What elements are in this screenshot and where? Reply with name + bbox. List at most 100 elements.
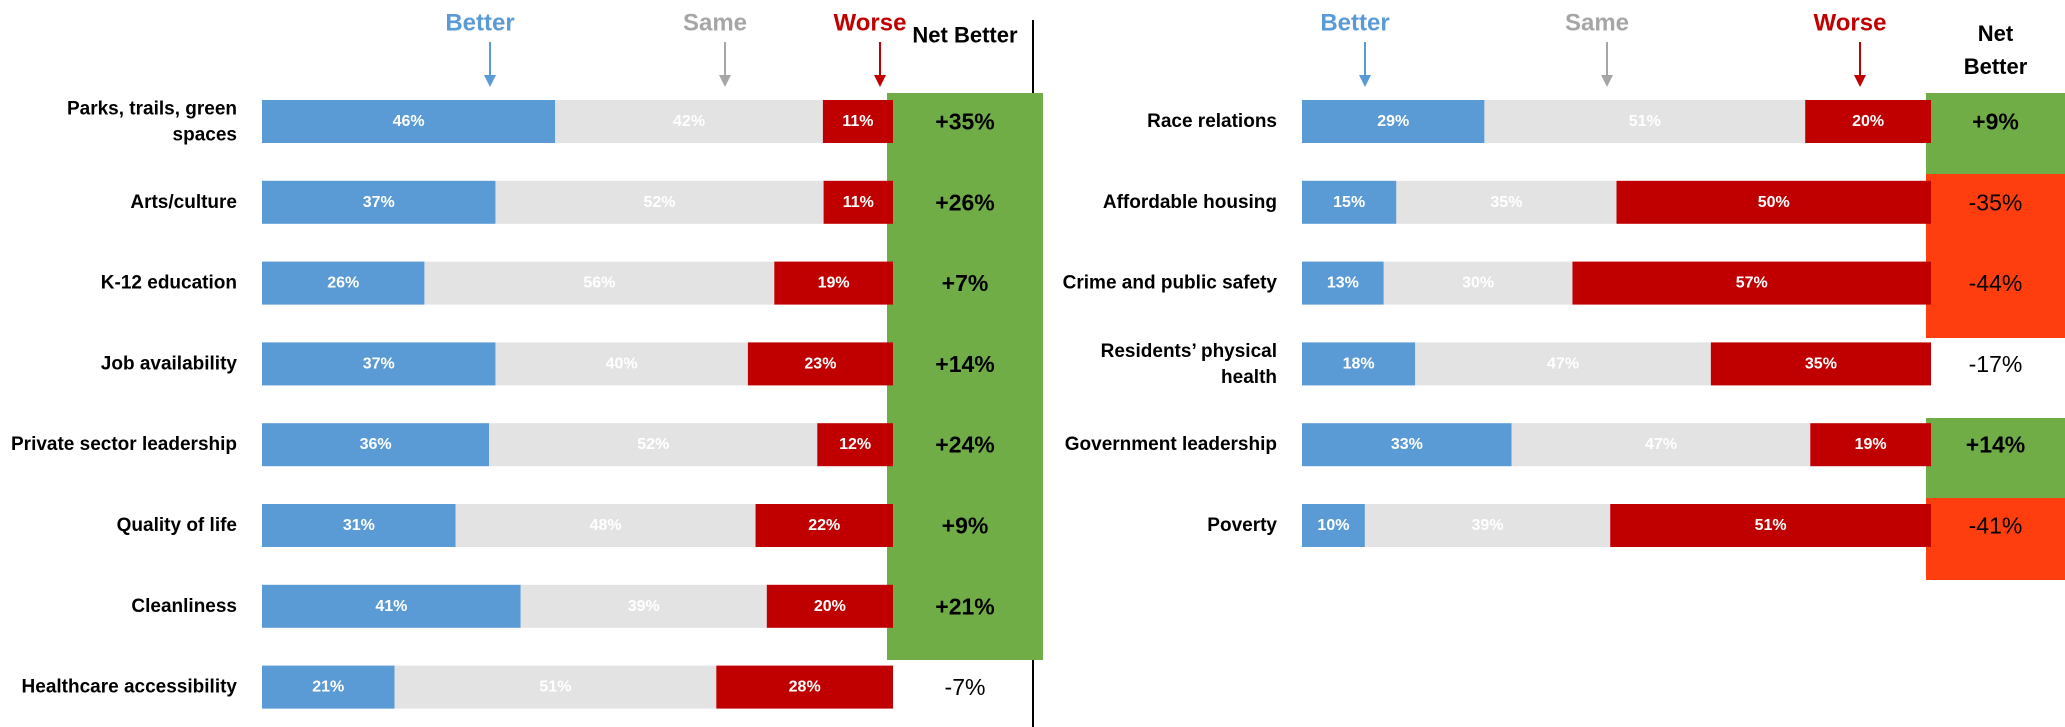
panel-1-bar-same-4 [495, 342, 748, 386]
panel-1-bar-better-8 [262, 665, 395, 709]
panel-2-net-value-6: -41% [1969, 513, 2023, 539]
panel-2-legend-better: Better [1320, 10, 1389, 37]
panel-1-bar-label-better-1: 46% [393, 113, 425, 130]
panel-1-net-block-1 [887, 93, 1043, 660]
panel-2-bar-label-better-1: 29% [1377, 113, 1409, 130]
panel-1-bar-label-same-6: 48% [590, 517, 622, 534]
panel-1-legend-better: Better [445, 10, 514, 37]
panel-1-bar-label-worse-5: 12% [839, 436, 871, 453]
panel-2-legend-same: Same [1565, 10, 1629, 37]
panel-2-row-label-1: Race relations [1147, 111, 1277, 132]
panel-2-bar-label-same-5: 47% [1645, 436, 1677, 453]
panel-1-bar-label-same-3: 56% [583, 275, 615, 292]
panel-2-net-value-4: -17% [1969, 351, 2023, 377]
panel-1-bar-worse-5 [817, 423, 893, 467]
panel-1-legend-same-arrow-head [719, 75, 731, 87]
panel-2-bar-worse-1 [1805, 100, 1931, 143]
panel-1-bar-label-worse-2: 11% [843, 194, 874, 211]
panel-1-bar-label-better-6: 31% [343, 517, 375, 534]
panel-2-bar-label-same-6: 39% [1472, 517, 1504, 534]
panel-1-bar-better-6 [262, 504, 456, 547]
panel-1-bar-same-8 [394, 665, 717, 709]
panel-2-bar-better-2 [1302, 180, 1397, 224]
panel-1-bar-worse-6 [755, 504, 893, 547]
panel-2-net-block-3 [1926, 418, 2065, 498]
panel-2-bar-worse-6 [1610, 504, 1931, 547]
panel-1-net-value-6: +9% [942, 513, 989, 539]
panel-2-bar-label-better-2: 15% [1333, 194, 1365, 211]
panel-1-bar-label-same-7: 39% [628, 598, 660, 615]
panel-1-bar-label-better-4: 37% [363, 355, 395, 372]
panel-2-bar-label-same-2: 35% [1490, 194, 1522, 211]
panel-1-bar-worse-7 [766, 584, 893, 628]
panel-1-row-label-4: Job availability [101, 353, 238, 374]
panel-1-row-label-7: Cleanliness [131, 596, 237, 617]
panel-1-legend-better-arrow-head [484, 75, 496, 87]
panel-1-bar-label-same-1: 42% [673, 113, 705, 130]
panel-2-net-value-1: +9% [1972, 109, 2019, 135]
panel-2-bar-better-1 [1302, 100, 1485, 143]
panel-1-bar-label-worse-6: 22% [808, 517, 840, 534]
panel-1-bar-same-7 [520, 584, 767, 628]
panel-1-bar-better-5 [262, 423, 490, 467]
panel-2-bar-same-5 [1511, 423, 1811, 467]
panel-1-bar-same-6 [455, 504, 756, 547]
panel-2-net-block-1 [1926, 93, 2065, 174]
panel-1-bar-label-worse-7: 20% [814, 598, 846, 615]
panel-2-net-block-4 [1926, 498, 2065, 580]
panel-1-bar-label-same-5: 52% [637, 436, 669, 453]
panel-2-bar-label-better-4: 18% [1343, 355, 1375, 372]
panel-1-bar-better-2 [262, 180, 496, 224]
panel-2-bar-label-worse-1: 20% [1852, 113, 1884, 130]
panel-1-bar-label-better-7: 41% [375, 598, 407, 615]
panel-1-net-value-1: +35% [935, 109, 994, 135]
panel-2-row-label-3: Crime and public safety [1063, 273, 1278, 294]
panel-1-legend-worse: Worse [834, 10, 907, 37]
panel-2-bar-label-worse-4: 35% [1805, 355, 1837, 372]
panel-2-legend-worse-arrow-head [1854, 75, 1866, 87]
panel-1-row-label-3: K-12 education [101, 273, 237, 294]
panel-1-bar-better-4 [262, 342, 496, 386]
panel-2-bar-same-6 [1364, 504, 1611, 547]
panel-2-legend-better-arrow-head [1359, 75, 1371, 87]
panel-2-bar-better-3 [1302, 261, 1384, 305]
panel-2-bar-label-worse-3: 57% [1736, 275, 1768, 292]
panel-2-bar-label-same-4: 47% [1547, 355, 1579, 372]
panel-1-bar-label-worse-1: 11% [842, 113, 873, 130]
panel-2-bar-label-same-3: 30% [1462, 275, 1494, 292]
panel-2-bar-same-2 [1396, 180, 1617, 224]
panel-1-bar-worse-8 [716, 665, 893, 709]
panel-1-bar-label-same-2: 52% [644, 194, 676, 211]
panel-2-bar-worse-3 [1572, 261, 1931, 305]
panel-1-bar-label-worse-3: 19% [818, 275, 850, 292]
panel-2-bar-better-4 [1302, 342, 1416, 386]
panel-1-legend-worse-arrow-head [874, 75, 886, 87]
panel-1-bar-better-7 [262, 584, 521, 628]
panel-2-row-label-4: Residents’ physical health [1101, 340, 1277, 387]
panel-2-bar-label-worse-6: 51% [1755, 517, 1787, 534]
panel-1-bar-worse-2 [823, 180, 893, 224]
panel-2-net-header: Net Better [1964, 21, 2028, 79]
panel-2-net-value-3: -44% [1969, 270, 2023, 296]
panel-1-bar-label-better-2: 37% [363, 194, 395, 211]
panel-1-bar-label-better-3: 26% [327, 275, 359, 292]
panel-2-row-label-2: Affordable housing [1103, 192, 1277, 213]
panel-1-bar-same-2 [495, 180, 824, 224]
panel-1-bar-label-better-8: 21% [312, 679, 344, 696]
panel-1-bar-better-1 [262, 100, 556, 143]
panel-1-net-value-5: +24% [935, 432, 994, 458]
panel-2-net-value-5: +14% [1966, 432, 2025, 458]
panel-1-row-label-6: Quality of life [117, 515, 237, 536]
panel-2-legend-same-arrow-head [1601, 75, 1613, 87]
panel-1-net-value-8: -7% [945, 674, 986, 700]
panel-1-net-value-7: +21% [935, 593, 994, 619]
panel-1-row-label-5: Private sector leadership [11, 434, 237, 455]
panel-2-net-block-2 [1926, 174, 2065, 338]
panel-2-bar-label-worse-5: 19% [1855, 436, 1887, 453]
panel-2-bar-label-better-3: 13% [1327, 275, 1359, 292]
panel-2-bar-label-same-1: 51% [1629, 113, 1661, 130]
panel-1-bar-label-worse-8: 28% [789, 679, 821, 696]
panel-2-bar-worse-4 [1710, 342, 1931, 386]
